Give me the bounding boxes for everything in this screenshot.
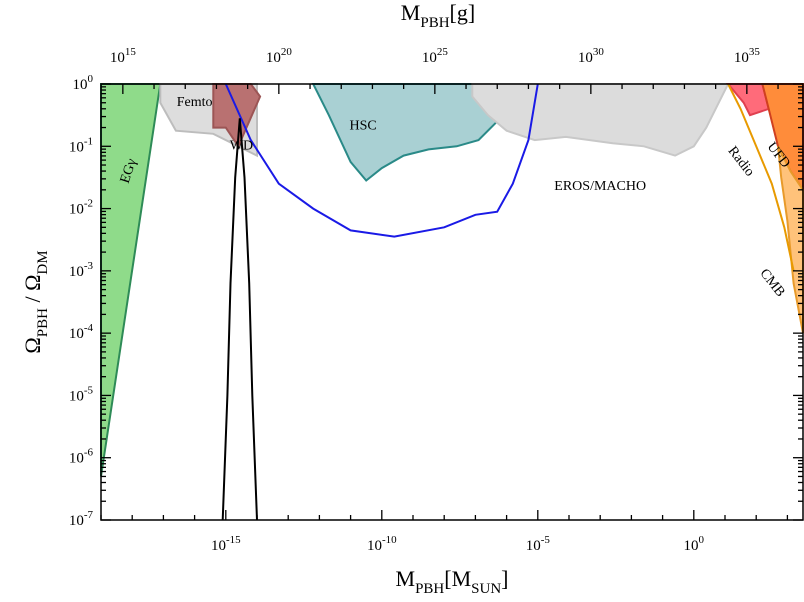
label-wd: WD xyxy=(230,139,253,154)
label-eros-macho: EROS/MACHO xyxy=(554,179,646,194)
line-projected-bound xyxy=(224,83,539,238)
x2-tick-label: 1020 xyxy=(266,46,293,66)
x-tick-label: 100 xyxy=(684,534,705,554)
y-tick-label: 10-4 xyxy=(69,322,94,342)
y-tick-label: 10-2 xyxy=(69,198,93,218)
x2-axis-title: MPBH[g] xyxy=(401,0,475,31)
constraint-regions xyxy=(100,83,804,477)
label-hsc: HSC xyxy=(349,119,376,134)
label-eg: EGγ xyxy=(118,157,140,185)
axis-ticks xyxy=(100,83,803,521)
x2-tick-label: 1015 xyxy=(110,46,137,66)
plot-frame xyxy=(100,83,804,521)
label-radio: Radio xyxy=(725,144,757,180)
label-cmb: CMB xyxy=(757,266,788,300)
constraint-lines xyxy=(221,83,795,521)
x2-tick-label: 1035 xyxy=(734,46,761,66)
x-tick-label: 10-5 xyxy=(526,534,551,554)
y-tick-label: 10-1 xyxy=(69,135,93,155)
region-eros-macho xyxy=(471,83,730,157)
y-tick-label: 10-5 xyxy=(69,384,94,404)
y-axis-title: ΩPBH / ΩDM xyxy=(20,250,51,353)
region-cmb xyxy=(777,145,804,334)
y-tick-label: 100 xyxy=(73,73,94,93)
x2-tick-label: 1030 xyxy=(578,46,605,66)
line-mass-function-peak xyxy=(221,118,258,521)
x-axis-title: MPBH[MSUN] xyxy=(396,566,509,597)
line-radio-bound xyxy=(727,83,795,272)
y-tick-label: 10-6 xyxy=(69,447,94,467)
x2-tick-label: 1025 xyxy=(422,46,449,66)
region-eg xyxy=(100,83,162,477)
tick-labels: 10-15 10-10 10-5 100 1015 1020 1025 1030 1035 100… xyxy=(69,46,761,554)
x-tick-label: 10-15 xyxy=(211,534,241,554)
x-tick-label: 10-10 xyxy=(367,534,397,554)
label-femto: Femto xyxy=(177,95,213,110)
y-tick-label: 10-7 xyxy=(69,509,94,529)
y-tick-label: 10-3 xyxy=(69,260,94,280)
